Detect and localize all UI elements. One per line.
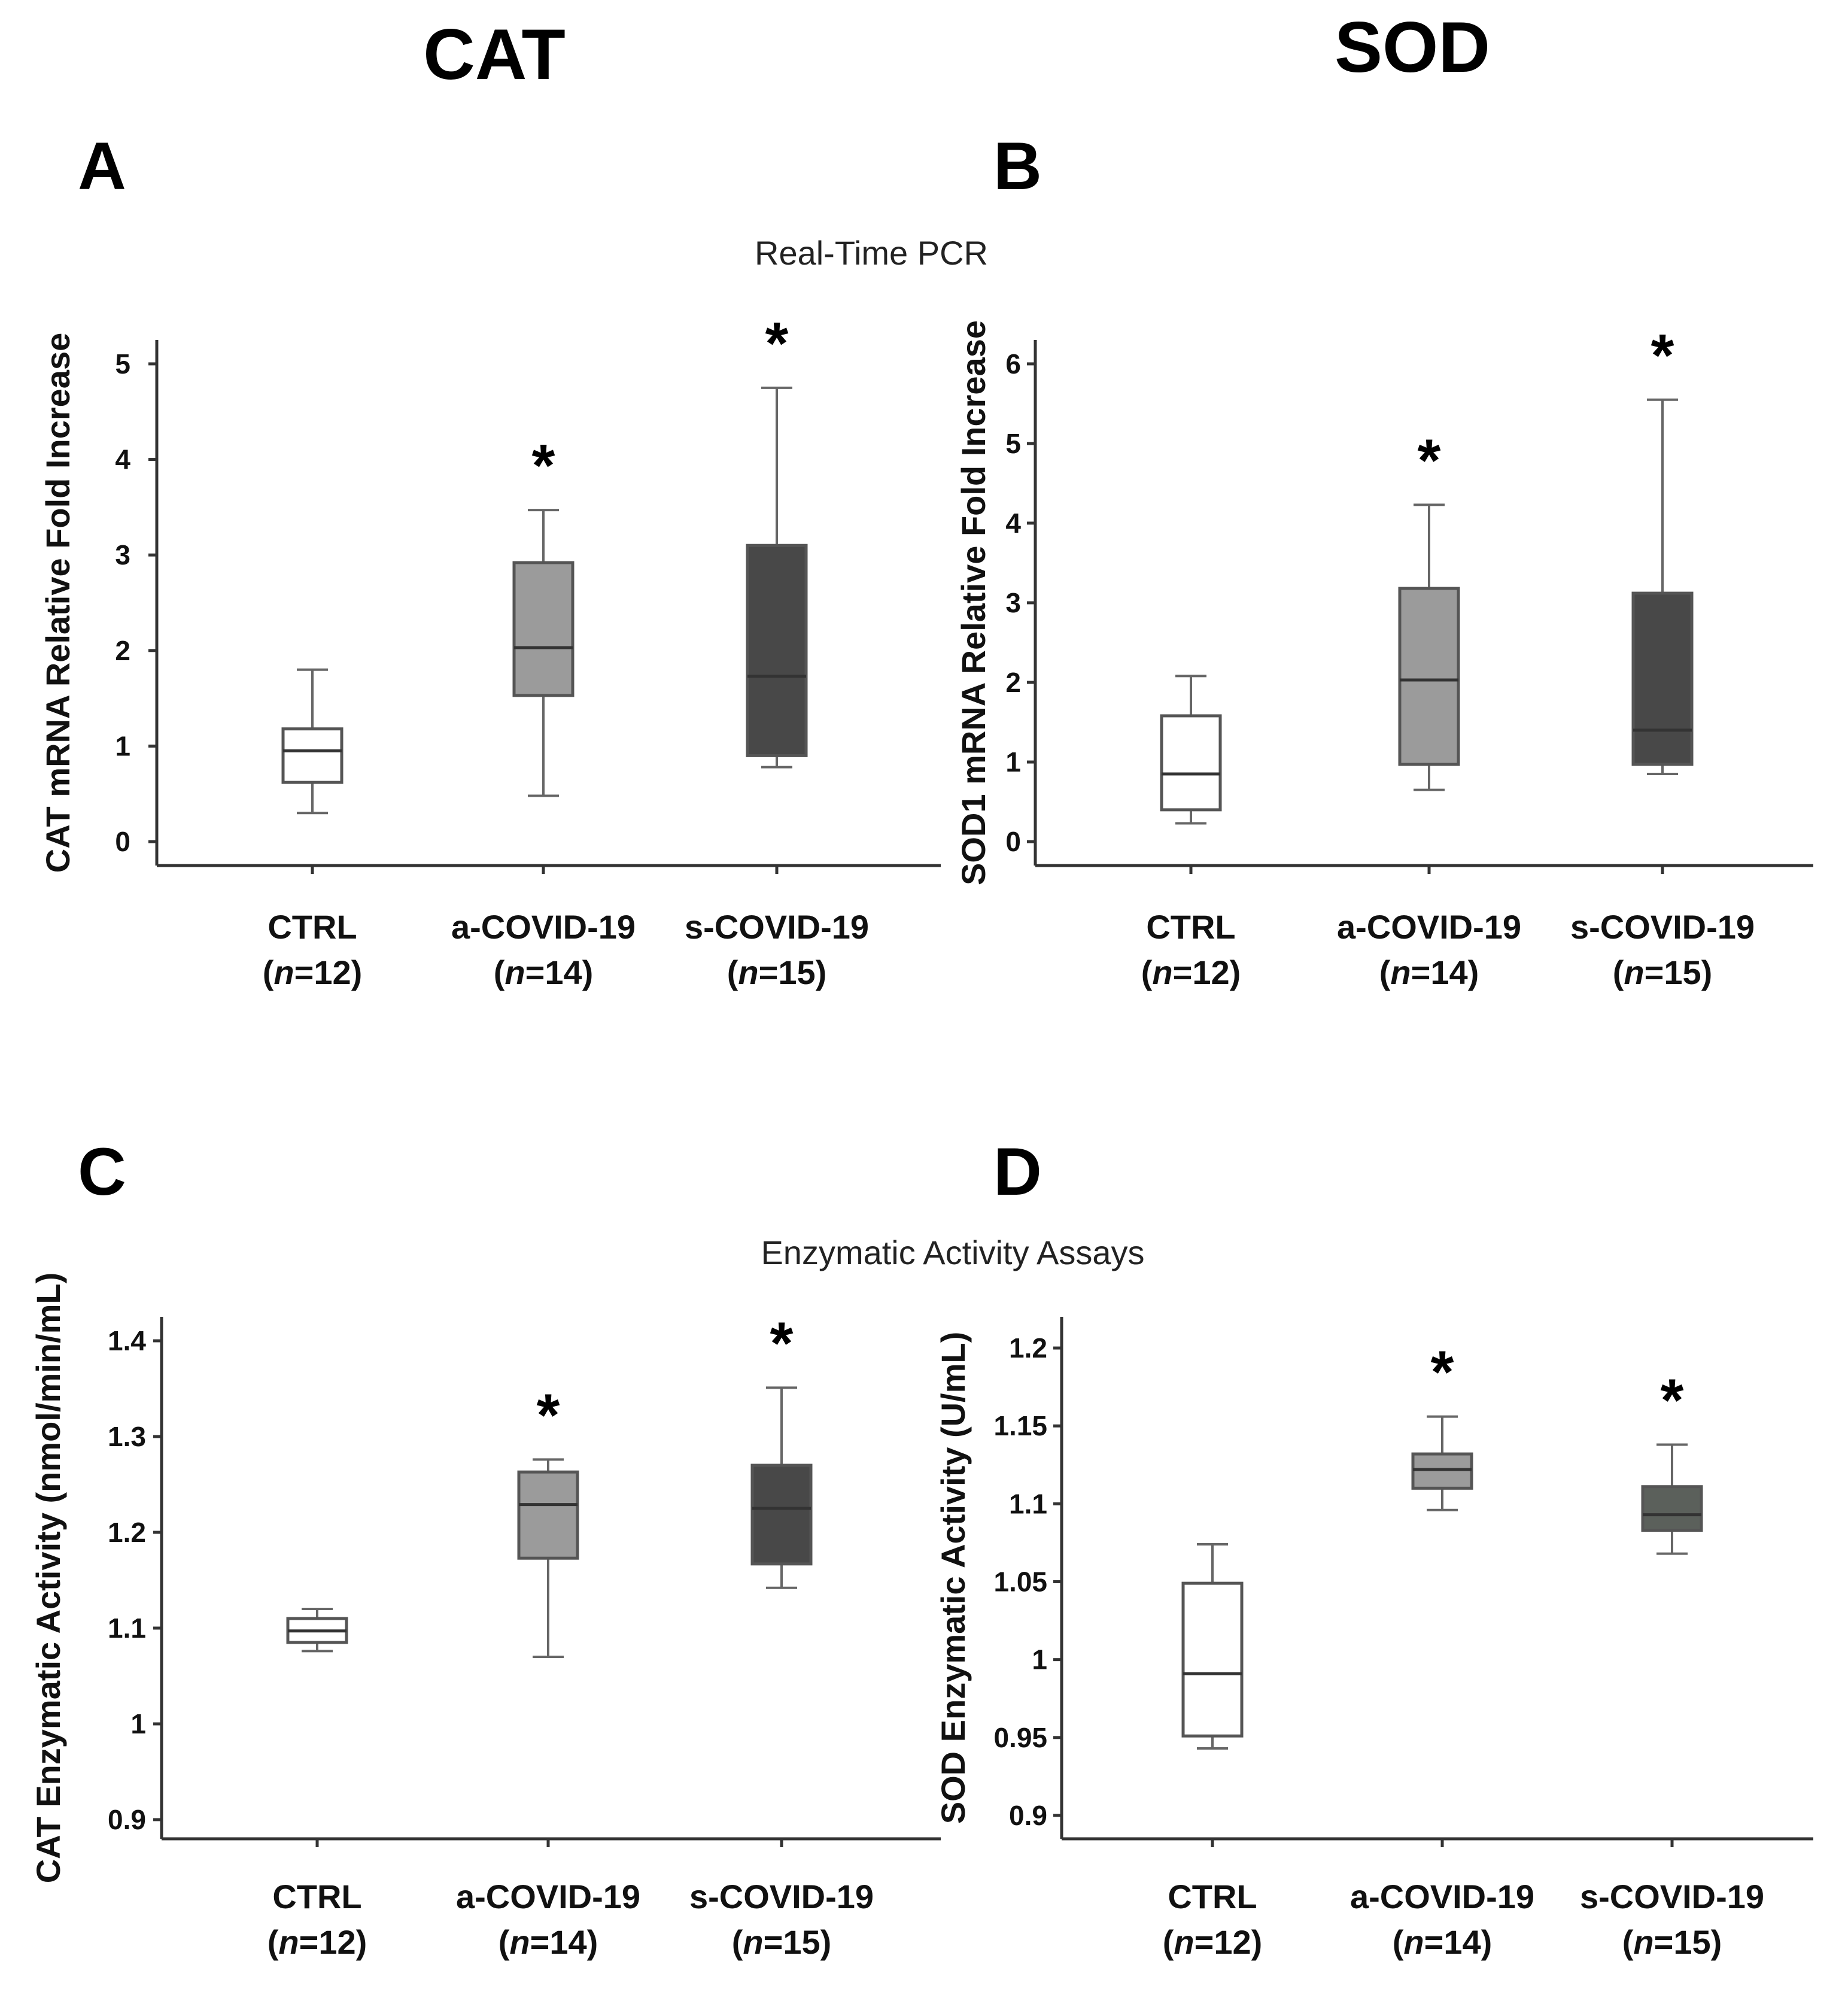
box-iqr: [1398, 587, 1460, 766]
y-tick-label: 1.4: [108, 1325, 146, 1356]
x-category-n-label: (n=12): [1141, 954, 1241, 991]
panel-letter-b: B: [993, 129, 1042, 204]
box-iqr: [1641, 1485, 1703, 1532]
box-iqr: [746, 543, 808, 757]
x-category-n-label: (n=14): [1379, 954, 1479, 991]
y-tick-label: 1.1: [108, 1613, 146, 1644]
x-category-n-label: (n=15): [1622, 1923, 1722, 1961]
chart-panel-b: 0 1 2 3 4 5 6 SOD1 mRNA Relative Fold Increase C…: [955, 320, 1813, 991]
x-category-n-label: (n=15): [732, 1923, 832, 1961]
x-category-n-label: (n=15): [727, 954, 827, 991]
box-iqr: [1160, 714, 1222, 812]
box-iqr: [1411, 1452, 1473, 1490]
section-title-enzymatic: Enzymatic Activity Assays: [761, 1234, 1144, 1271]
significance-star: *: [532, 432, 555, 499]
significance-star: *: [1418, 427, 1441, 494]
y-tick-label: 0.9: [108, 1804, 146, 1835]
x-category-label: a-COVID-19: [1337, 908, 1521, 946]
x-category-label: a-COVID-19: [1350, 1878, 1534, 1915]
y-tick-label: 6: [1005, 348, 1021, 379]
y-axis-label: CAT Enzymatic Activity (nmol/min/mL): [29, 1273, 67, 1884]
significance-star: *: [1661, 1367, 1684, 1434]
panel-letter-d: D: [993, 1134, 1042, 1209]
y-tick-label: 3: [115, 539, 130, 570]
y-tick-label: 1.3: [108, 1421, 146, 1452]
chart-panel-d: 0.9 0.95 1 1.05 1.1 1.15 1.2 SOD Enzymatic Acti…: [934, 1317, 1813, 1961]
panel-letter-a: A: [78, 129, 126, 204]
column-title-cat: CAT: [423, 14, 566, 95]
chart-panel-a: 0 1 2 3 4 5 CAT mRNA Relative Fold Increase CTR…: [39, 310, 941, 991]
chart-panel-c: 0.9 1 1.1 1.2 1.3 1.4 CAT Enzymatic Activity (…: [29, 1273, 941, 1961]
x-category-n-label: (n=12): [268, 1923, 367, 1961]
x-category-label: CTRL: [268, 908, 357, 946]
y-tick-label: 1: [130, 1708, 146, 1739]
y-tick-label: 1.1: [1009, 1488, 1047, 1519]
y-tick-label: 5: [1005, 428, 1021, 459]
x-category-n-label: (n=12): [263, 954, 363, 991]
y-tick-label: 1.2: [1009, 1332, 1047, 1364]
y-tick-label: 1: [115, 730, 130, 761]
column-title-sod: SOD: [1335, 7, 1490, 87]
x-category-n-label: (n=14): [499, 1923, 598, 1961]
y-axis-label: SOD1 mRNA Relative Fold Increase: [955, 320, 992, 885]
box-iqr: [1181, 1581, 1244, 1738]
y-tick-label: 0.9: [1009, 1800, 1047, 1831]
y-tick-label: 2: [115, 635, 130, 666]
box-iqr: [281, 727, 344, 784]
x-category-label: s-COVID-19: [689, 1878, 874, 1915]
y-tick-label: 0: [115, 826, 130, 857]
x-category-label: CTRL: [1168, 1878, 1257, 1915]
x-category-label: s-COVID-19: [1580, 1878, 1764, 1915]
significance-star: *: [1651, 322, 1674, 389]
significance-star: *: [1431, 1339, 1454, 1406]
box-iqr: [750, 1463, 813, 1566]
x-category-label: CTRL: [272, 1878, 361, 1915]
section-title-pcr: Real-Time PCR: [755, 234, 988, 272]
y-tick-label: 1: [1032, 1644, 1047, 1675]
box-iqr: [1631, 591, 1694, 766]
y-tick-label: 0: [1005, 826, 1021, 857]
x-category-n-label: (n=15): [1613, 954, 1713, 991]
y-tick-label: 5: [115, 348, 130, 379]
y-tick-label: 2: [1005, 667, 1021, 698]
x-category-label: a-COVID-19: [451, 908, 636, 946]
y-tick-label: 1: [1005, 746, 1021, 778]
x-category-label: s-COVID-19: [1570, 908, 1755, 946]
y-tick-label: 4: [115, 444, 130, 475]
x-category-label: a-COVID-19: [456, 1878, 640, 1915]
panel-letter-c: C: [78, 1134, 126, 1209]
y-tick-label: 0.95: [993, 1722, 1047, 1753]
significance-star: *: [765, 310, 789, 377]
x-category-label: CTRL: [1146, 908, 1235, 946]
x-category-n-label: (n=14): [1393, 1923, 1493, 1961]
y-tick-label: 1.15: [993, 1410, 1047, 1441]
box-iqr: [517, 1470, 579, 1560]
y-tick-label: 1.05: [993, 1566, 1047, 1598]
y-tick-label: 3: [1005, 587, 1021, 618]
x-category-n-label: (n=12): [1163, 1923, 1263, 1961]
y-tick-label: 4: [1005, 508, 1021, 539]
y-axis-label: SOD Enzymatic Activity (U/mL): [934, 1332, 972, 1824]
x-category-n-label: (n=14): [494, 954, 594, 991]
y-tick-label: 1.2: [108, 1517, 146, 1548]
box-iqr: [512, 561, 575, 697]
significance-star: *: [770, 1310, 794, 1377]
significance-star: *: [537, 1381, 560, 1449]
y-axis-label: CAT mRNA Relative Fold Increase: [39, 333, 77, 873]
x-category-label: s-COVID-19: [685, 908, 869, 946]
